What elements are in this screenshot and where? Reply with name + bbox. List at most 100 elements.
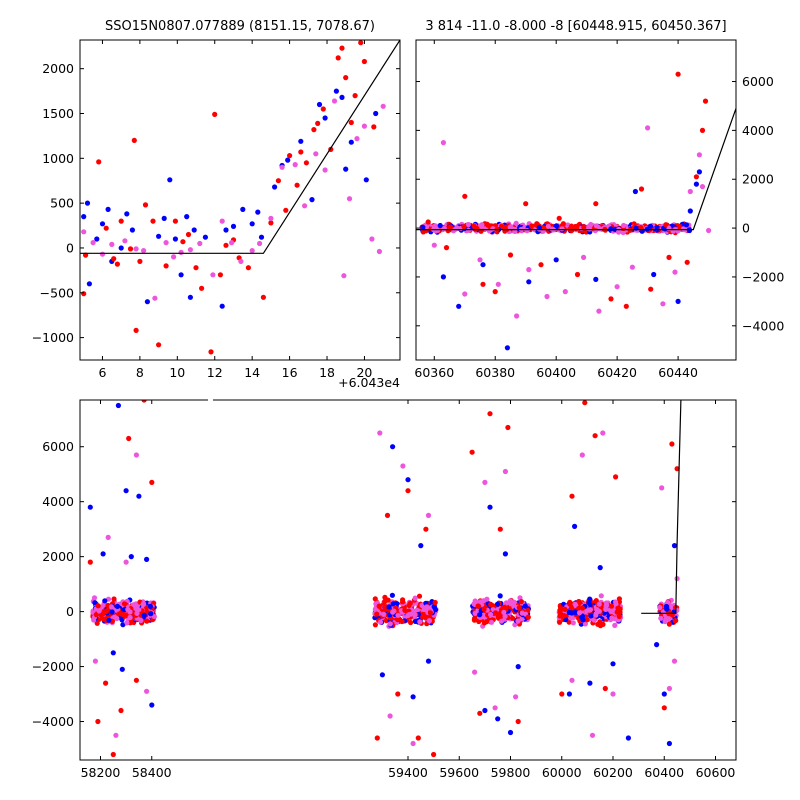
data-point xyxy=(516,605,522,611)
data-point xyxy=(382,603,388,609)
data-point xyxy=(285,157,291,163)
panel-top-right-points xyxy=(419,71,712,351)
data-point xyxy=(608,608,614,615)
y-tick-label: 6000 xyxy=(42,439,74,454)
data-point xyxy=(693,181,700,187)
data-point xyxy=(608,603,615,609)
data-point xyxy=(562,606,568,613)
data-point xyxy=(320,106,326,112)
data-point xyxy=(335,55,341,61)
data-point xyxy=(481,612,487,618)
data-point xyxy=(149,702,155,708)
data-point xyxy=(699,184,706,190)
data-point xyxy=(96,159,102,165)
data-point xyxy=(572,601,578,607)
data-point xyxy=(197,240,203,247)
data-point xyxy=(538,262,544,268)
data-point xyxy=(609,615,615,621)
data-point xyxy=(526,279,532,285)
data-point xyxy=(93,612,99,618)
data-point xyxy=(249,248,255,254)
y-tick-label: −2000 xyxy=(742,269,784,284)
data-point xyxy=(497,593,503,599)
data-point xyxy=(339,94,345,100)
data-point xyxy=(598,593,604,599)
data-point xyxy=(363,177,369,183)
data-point xyxy=(675,71,681,77)
data-point xyxy=(494,601,501,607)
panel-top-left-title: SSO15N0807.077889 (8151.15, 7078.67) xyxy=(105,19,375,34)
panel-top-right: 3 814 -11.0 -8.000 -8 [60448.915, 60450.… xyxy=(414,19,784,380)
y-tick-label: 4000 xyxy=(42,494,74,509)
data-point xyxy=(137,258,143,264)
panel-top-left-ticks: 6 8 10 12 14 16 18 20 −1000 −500 0 500 1000 1500 2000 xyxy=(32,40,400,380)
data-point xyxy=(133,677,139,683)
data-point xyxy=(105,534,111,541)
data-point xyxy=(569,610,575,616)
y-tick-label: 6000 xyxy=(742,74,774,89)
data-point xyxy=(390,444,396,450)
data-point xyxy=(408,619,414,626)
data-point xyxy=(193,265,199,271)
data-point xyxy=(608,296,614,302)
data-point xyxy=(111,256,117,262)
data-point xyxy=(465,221,471,228)
data-point xyxy=(134,610,140,617)
x-tick-label: 18 xyxy=(319,365,335,380)
data-point xyxy=(172,218,178,224)
data-point xyxy=(105,206,111,212)
data-point xyxy=(410,694,416,700)
data-point xyxy=(313,151,319,157)
data-point xyxy=(87,504,93,510)
data-point xyxy=(275,178,281,184)
x-tick-label: 60400 xyxy=(536,365,576,380)
data-point xyxy=(322,115,328,121)
x-tick-label: 12 xyxy=(207,365,223,380)
data-point xyxy=(462,193,468,199)
data-point xyxy=(683,222,690,228)
data-point xyxy=(309,197,315,203)
data-point xyxy=(409,611,415,617)
data-point xyxy=(106,617,112,623)
data-point xyxy=(508,601,514,607)
data-point xyxy=(427,610,433,616)
data-point xyxy=(487,504,493,510)
x-tick-label: 60440 xyxy=(658,365,698,380)
data-point xyxy=(544,293,550,300)
data-point xyxy=(420,614,426,620)
data-point xyxy=(272,184,278,190)
data-point xyxy=(377,430,383,436)
data-point xyxy=(140,601,147,607)
data-point xyxy=(142,202,149,208)
data-point xyxy=(372,622,378,628)
data-point xyxy=(149,479,155,485)
data-point xyxy=(616,596,623,602)
data-point xyxy=(596,601,602,607)
y-tick-label: 4000 xyxy=(742,123,774,138)
data-point xyxy=(573,225,579,232)
data-point xyxy=(699,127,706,133)
data-point xyxy=(482,479,488,485)
data-point xyxy=(202,234,208,240)
data-point xyxy=(121,601,128,607)
data-point xyxy=(230,223,237,229)
data-point xyxy=(122,238,128,244)
data-point xyxy=(287,153,293,159)
data-point xyxy=(163,240,169,246)
data-point xyxy=(136,493,142,499)
data-point xyxy=(525,614,531,620)
panel-top-right-fit xyxy=(416,108,736,231)
data-point xyxy=(674,576,680,582)
data-point xyxy=(141,612,147,619)
data-point xyxy=(110,751,116,758)
data-point xyxy=(346,196,353,202)
data-point xyxy=(481,606,487,612)
x-tick-label: 58400 xyxy=(132,765,172,780)
data-point xyxy=(386,604,392,610)
data-point xyxy=(675,298,681,304)
data-point xyxy=(507,224,513,230)
data-point xyxy=(558,605,564,611)
data-point xyxy=(425,219,431,225)
data-point xyxy=(495,281,501,287)
data-point xyxy=(502,551,508,557)
